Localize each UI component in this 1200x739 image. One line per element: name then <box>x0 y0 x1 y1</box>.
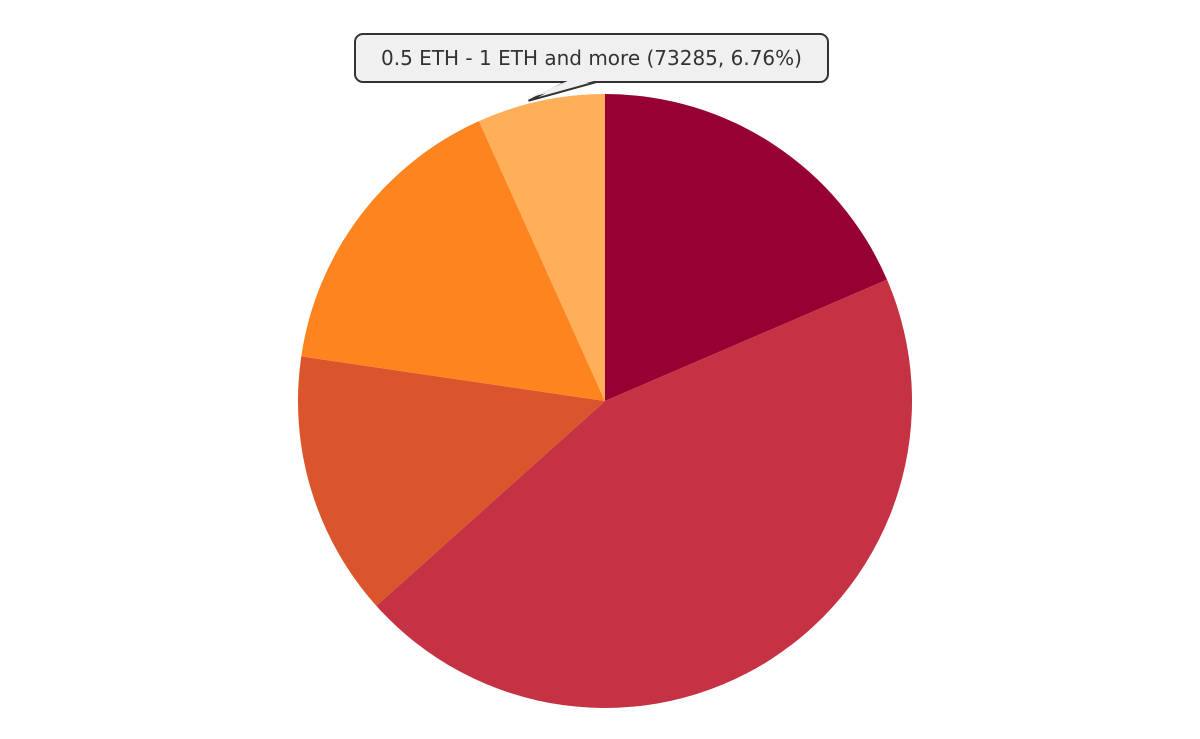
pie-slice-3[interactable] <box>298 356 605 606</box>
pie-slices <box>298 94 913 709</box>
tooltip: 0.5 ETH - 1 ETH and more (73285, 6.76%) <box>354 33 829 102</box>
pie-slice-2[interactable] <box>376 279 913 709</box>
pie-slice-1[interactable] <box>605 94 888 401</box>
pie-slice-4[interactable] <box>301 121 605 401</box>
tooltip-pointer-fill <box>528 80 598 98</box>
tooltip-box <box>354 33 829 83</box>
tooltip-text: 0.5 ETH - 1 ETH and more (73285, 6.76%) <box>381 46 802 70</box>
pie-slice-5[interactable] <box>478 94 605 401</box>
